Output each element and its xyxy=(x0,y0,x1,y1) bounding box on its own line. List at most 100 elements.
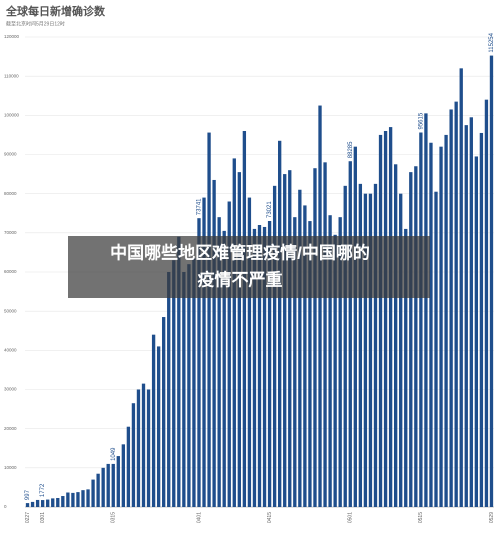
bar xyxy=(444,134,448,507)
bar xyxy=(378,134,383,507)
bar xyxy=(116,456,120,507)
bar xyxy=(388,127,393,507)
chart-title: 全球每日新增确诊数 xyxy=(5,4,106,18)
bar xyxy=(278,140,282,507)
x-tick-label: 0415 xyxy=(267,512,273,523)
value-label: 88285 xyxy=(348,141,354,158)
y-tick-label: 30000 xyxy=(4,387,17,392)
y-tick-label: 120000 xyxy=(4,34,20,39)
bar xyxy=(393,164,398,507)
bar xyxy=(35,499,40,507)
x-tick-label: 0501 xyxy=(348,512,354,523)
bar xyxy=(86,489,90,507)
y-tick-label: 20000 xyxy=(4,426,17,431)
bar xyxy=(30,501,35,507)
bar xyxy=(323,162,327,508)
bar xyxy=(172,260,176,507)
bar xyxy=(348,161,352,507)
y-tick-label: 0 xyxy=(4,504,7,509)
bar xyxy=(141,383,146,507)
bar xyxy=(368,193,373,507)
x-tick-label: 0515 xyxy=(418,512,424,523)
banner-text: 疫情不严重 xyxy=(198,269,283,289)
bar xyxy=(308,221,312,508)
bar xyxy=(76,492,80,507)
bar xyxy=(126,426,131,507)
bar xyxy=(419,132,423,507)
bar xyxy=(121,444,126,507)
bar xyxy=(293,217,297,507)
y-tick-label: 70000 xyxy=(4,230,17,235)
bar xyxy=(61,496,65,507)
bar xyxy=(257,225,262,507)
bar xyxy=(439,146,443,507)
bar xyxy=(267,221,272,507)
x-tick-label: 0529 xyxy=(489,512,495,523)
bar xyxy=(91,479,95,507)
bar xyxy=(136,389,141,507)
bar xyxy=(217,217,221,507)
y-tick-label: 80000 xyxy=(4,191,17,196)
bar xyxy=(252,228,257,507)
bar xyxy=(404,228,408,507)
bar xyxy=(333,234,337,507)
bar xyxy=(434,191,438,508)
bar xyxy=(182,272,186,507)
bar xyxy=(111,463,115,507)
bar xyxy=(197,218,201,507)
bar xyxy=(222,230,226,507)
y-tick-label: 10000 xyxy=(4,465,17,470)
value-label: 73021 xyxy=(267,201,273,218)
bar xyxy=(207,132,211,508)
bar xyxy=(479,132,484,508)
bar xyxy=(399,193,403,507)
bar xyxy=(474,156,479,508)
bar xyxy=(212,179,216,508)
bar xyxy=(81,490,85,507)
bar xyxy=(167,272,171,507)
y-tick-label: 100000 xyxy=(4,113,20,118)
bar xyxy=(449,109,453,507)
bar xyxy=(363,193,368,507)
value-label: 73741 xyxy=(197,198,203,215)
x-tick-label: 0301 xyxy=(40,512,46,523)
x-tick-label: 0315 xyxy=(111,512,117,523)
chart-subtitle: 截至北京时间5月29日12时 xyxy=(6,20,65,27)
value-label: 1049 xyxy=(111,447,117,461)
bar xyxy=(96,473,100,507)
y-tick-label: 110000 xyxy=(4,73,19,78)
bar xyxy=(373,183,378,507)
bar xyxy=(151,334,156,507)
bar xyxy=(484,99,489,508)
bar xyxy=(101,467,105,507)
value-label: 115254 xyxy=(489,32,495,52)
bar xyxy=(459,68,463,507)
bar xyxy=(192,258,196,507)
bar xyxy=(262,226,267,508)
bar xyxy=(56,497,60,507)
bar xyxy=(464,125,468,507)
bar xyxy=(177,236,181,507)
bar xyxy=(424,113,428,507)
bar xyxy=(338,217,342,507)
bar xyxy=(46,499,50,507)
y-tick-label: 40000 xyxy=(4,348,17,353)
bar xyxy=(303,205,307,507)
x-tick-label: 0227 xyxy=(25,512,31,523)
bar xyxy=(66,492,70,507)
bar xyxy=(298,189,302,507)
x-tick-label: 0401 xyxy=(196,512,202,523)
bar xyxy=(40,500,45,507)
bar xyxy=(469,117,473,508)
bar xyxy=(106,463,110,507)
bar xyxy=(489,55,494,507)
bar xyxy=(313,168,317,508)
bar xyxy=(409,172,413,507)
bar xyxy=(242,131,247,507)
bar xyxy=(343,185,347,508)
bar xyxy=(414,166,418,507)
value-label: 95615 xyxy=(418,112,424,129)
y-tick-label: 60000 xyxy=(4,269,17,274)
bar xyxy=(25,503,30,507)
